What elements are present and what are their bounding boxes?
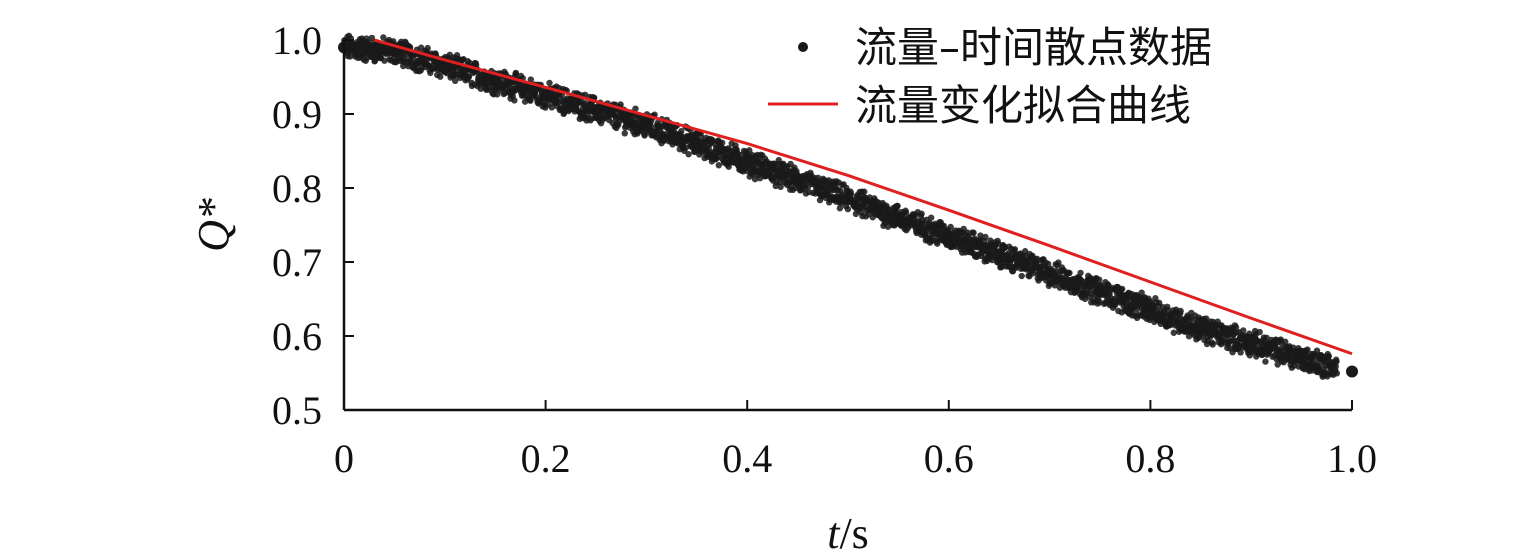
scatter-point xyxy=(1282,338,1289,346)
x-tick-label: 0 xyxy=(334,436,354,481)
scatter-point xyxy=(685,151,692,158)
legend-scatter-label: 流量–时间散点数据 xyxy=(855,23,1212,72)
x-axis-title: t/s xyxy=(827,509,869,555)
scatter-point xyxy=(527,76,535,83)
scatter-point xyxy=(1096,276,1103,283)
scatter-point xyxy=(697,133,705,140)
scatter-point xyxy=(847,190,855,198)
scatter-point xyxy=(617,101,624,108)
scatter-point xyxy=(861,188,868,195)
scatter-point xyxy=(1346,365,1358,378)
y-tick-label: 0.9 xyxy=(272,92,322,137)
scatter-point xyxy=(381,57,388,64)
y-tick-label: 0.8 xyxy=(272,166,322,211)
legend-scatter-marker xyxy=(798,42,808,52)
legend-line-label: 流量变化拟合曲线 xyxy=(855,81,1191,130)
scatter-point xyxy=(632,105,639,112)
scatter-point xyxy=(836,205,844,212)
scatter-point xyxy=(1029,270,1037,277)
scatter-point xyxy=(977,232,984,239)
scatter-point xyxy=(1044,260,1052,267)
scatter-point xyxy=(844,205,852,213)
scatter-point xyxy=(1262,358,1269,365)
scatter-point xyxy=(465,73,473,80)
scatter-point xyxy=(511,97,518,104)
scatter-point xyxy=(548,104,556,111)
scatter-point xyxy=(678,127,685,135)
scatter-point xyxy=(546,79,553,87)
scatter-point xyxy=(437,73,444,80)
scatter-point xyxy=(1018,272,1025,280)
scatter-point xyxy=(902,209,910,216)
scatter-data-layer xyxy=(338,32,1358,380)
scatter-point xyxy=(1333,370,1341,377)
scatter-point xyxy=(451,77,459,85)
scatter-point xyxy=(1011,246,1019,253)
x-axis-title-var: t xyxy=(827,509,841,555)
scatter-point xyxy=(1209,341,1216,348)
scatter-point xyxy=(368,34,376,42)
x-tick-label: 0.8 xyxy=(1125,436,1175,481)
tick-labels: 0 0.2 0.4 0.6 0.8 1.0 0.5 0.6 0.7 0.8 0.9 1.0 xyxy=(272,18,1377,481)
scatter-point xyxy=(1232,324,1240,331)
y-axis-title: Q* xyxy=(189,198,238,252)
scatter-point xyxy=(777,183,784,191)
scatter-point xyxy=(982,233,989,241)
scatter-point xyxy=(1256,328,1263,336)
fit-line-layer xyxy=(373,38,1353,356)
scatter-point xyxy=(1333,358,1340,365)
scatter-point xyxy=(1021,248,1029,255)
y-tick-label: 0.6 xyxy=(272,314,322,359)
x-tick-label: 1.0 xyxy=(1327,436,1377,481)
scatter-point xyxy=(1177,307,1184,315)
scatter-point xyxy=(682,144,690,151)
scatter-point xyxy=(621,130,628,137)
scatter-point xyxy=(1055,259,1062,266)
scatter-point xyxy=(715,162,722,169)
scatter-point xyxy=(934,240,941,247)
x-tick-label: 0.6 xyxy=(924,436,974,481)
scatter-point xyxy=(947,223,954,231)
scatter-point xyxy=(1118,285,1126,293)
y-tick-label: 0.5 xyxy=(272,388,322,433)
scatter-point xyxy=(424,44,431,52)
scatter-point xyxy=(346,53,354,60)
scatter-point xyxy=(940,222,947,230)
scatter-point xyxy=(927,214,935,221)
scatter-point xyxy=(918,210,925,217)
scatter-point xyxy=(1304,346,1311,353)
fit-curve-line xyxy=(373,38,1353,356)
x-tick-label: 0.4 xyxy=(722,436,772,481)
scatter-point xyxy=(1263,334,1270,342)
scatter-point xyxy=(1332,363,1339,370)
x-tick-label: 0.2 xyxy=(521,436,571,481)
scatter-point xyxy=(894,202,901,210)
scatter-point xyxy=(1170,329,1177,336)
scatter-point xyxy=(512,69,520,77)
y-tick-label: 1.0 xyxy=(272,18,322,63)
x-axis-title-unit: /s xyxy=(839,509,868,555)
scatter-point xyxy=(719,139,726,147)
scatter-point xyxy=(1325,353,1333,360)
legend: 流量–时间散点数据 流量变化拟合曲线 xyxy=(768,23,1212,130)
y-tick-label: 0.7 xyxy=(272,240,322,285)
scatter-point xyxy=(970,229,977,236)
scatter-point xyxy=(1203,315,1210,322)
axes xyxy=(342,39,1353,412)
scatter-point xyxy=(1077,269,1084,277)
scatter-point xyxy=(1237,349,1244,356)
scatter-point xyxy=(746,147,753,154)
scatter-point xyxy=(1066,269,1073,277)
scatter-point xyxy=(1138,289,1145,296)
scatter-point xyxy=(1156,299,1163,307)
scatter-point xyxy=(554,99,561,106)
scatter-point xyxy=(1240,327,1247,334)
